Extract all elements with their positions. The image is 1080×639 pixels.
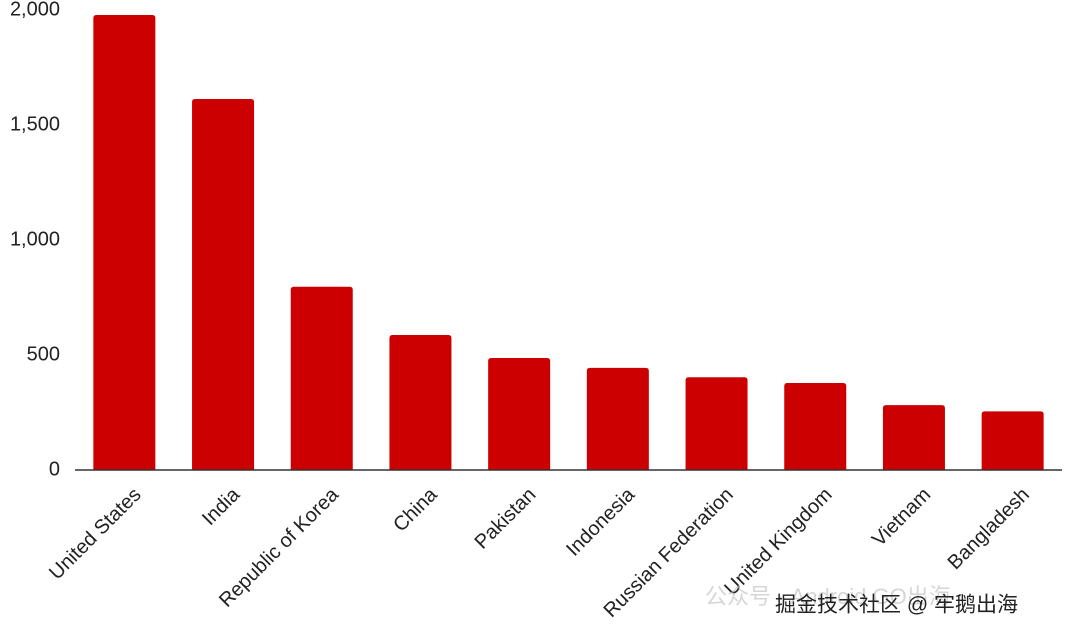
watermark: 掘金技术社区 @ 牢鹅出海 [775,594,1018,617]
watermark-faint: 公众号 · Android GO出海 [705,584,951,609]
bar [685,377,748,470]
bar [290,286,353,470]
bar [882,405,945,470]
x-tick-label: United States [45,484,145,584]
bar [488,357,551,470]
y-tick-label: 1,500 [10,113,60,135]
x-tick-label: Bangladesh [944,484,1034,574]
bar [93,15,156,471]
bar [389,334,452,470]
bar [981,411,1044,470]
x-tick-label: Vietnam [868,484,935,551]
y-tick-label: 1,000 [10,228,60,250]
bar [784,383,847,470]
y-tick-label: 2,000 [10,0,60,20]
x-tick-label: China [389,483,442,536]
bar [586,367,649,470]
x-tick-label: Indonesia [562,483,640,561]
y-tick-label: 500 [27,343,60,365]
x-tick-label: Pakistan [471,484,541,554]
y-tick-label: 0 [49,458,60,480]
bar [192,99,255,470]
x-tick-label: India [198,483,245,530]
x-tick-label: United Kingdom [720,484,836,600]
